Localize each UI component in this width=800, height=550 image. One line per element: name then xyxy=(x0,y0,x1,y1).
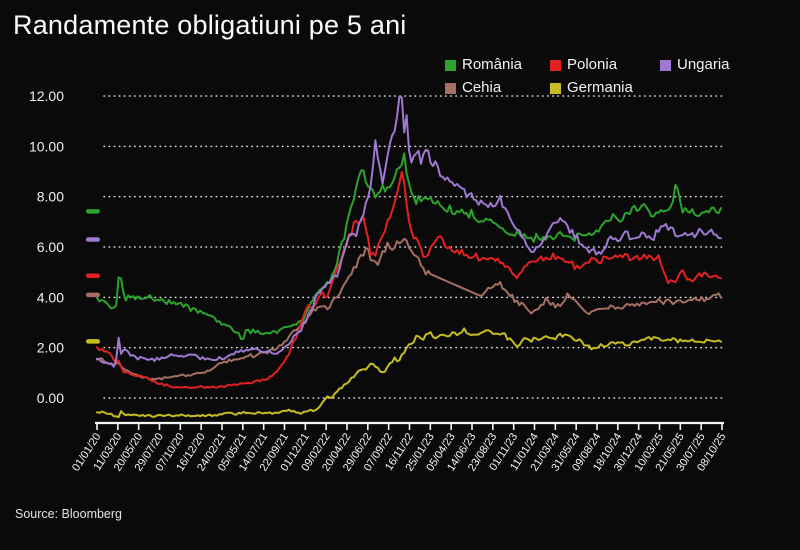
legend-item-ungaria: Ungaria xyxy=(660,57,730,73)
series-line-ungaria xyxy=(96,95,722,368)
page-title: Randamente obligatiuni pe 5 ani xyxy=(13,10,407,40)
legend-swatch-icon xyxy=(445,59,456,71)
last-value-marker-cehia xyxy=(86,292,100,298)
series-line-cehia xyxy=(96,237,722,381)
legend-swatch-icon xyxy=(550,59,561,71)
legend-swatch-icon xyxy=(660,59,671,71)
series-line-românia xyxy=(96,152,722,340)
last-value-marker-polonia xyxy=(86,273,100,278)
y-axis-label: 8.00 xyxy=(37,189,64,205)
last-value-marker-românia xyxy=(86,209,100,214)
y-axis-label: 6.00 xyxy=(37,239,64,255)
y-axis-label: 2.00 xyxy=(37,340,64,356)
legend-item-germania: Germania xyxy=(550,80,633,96)
legend-label: Polonia xyxy=(567,56,618,73)
y-axis-label: 4.00 xyxy=(37,289,64,305)
series-line-germania xyxy=(96,327,722,419)
series-line-polonia xyxy=(96,171,722,389)
last-value-marker-germania xyxy=(86,339,100,344)
legend-label: Germania xyxy=(567,79,633,96)
legend-swatch-icon xyxy=(445,82,456,94)
legend-swatch-icon xyxy=(550,82,561,94)
legend-label: România xyxy=(462,56,523,73)
legend-item-românia: România xyxy=(445,57,522,73)
legend-label: Cehia xyxy=(462,79,502,96)
legend-label: Ungaria xyxy=(677,56,730,73)
y-axis-label: 12.00 xyxy=(29,88,64,104)
legend-item-cehia: Cehia xyxy=(445,80,501,96)
y-axis-label: 10.00 xyxy=(29,138,64,154)
source-credit: Source: Bloomberg xyxy=(15,507,123,521)
last-value-marker-ungaria xyxy=(86,237,100,242)
y-axis-label: 0.00 xyxy=(37,390,64,406)
legend-item-polonia: Polonia xyxy=(550,57,617,73)
